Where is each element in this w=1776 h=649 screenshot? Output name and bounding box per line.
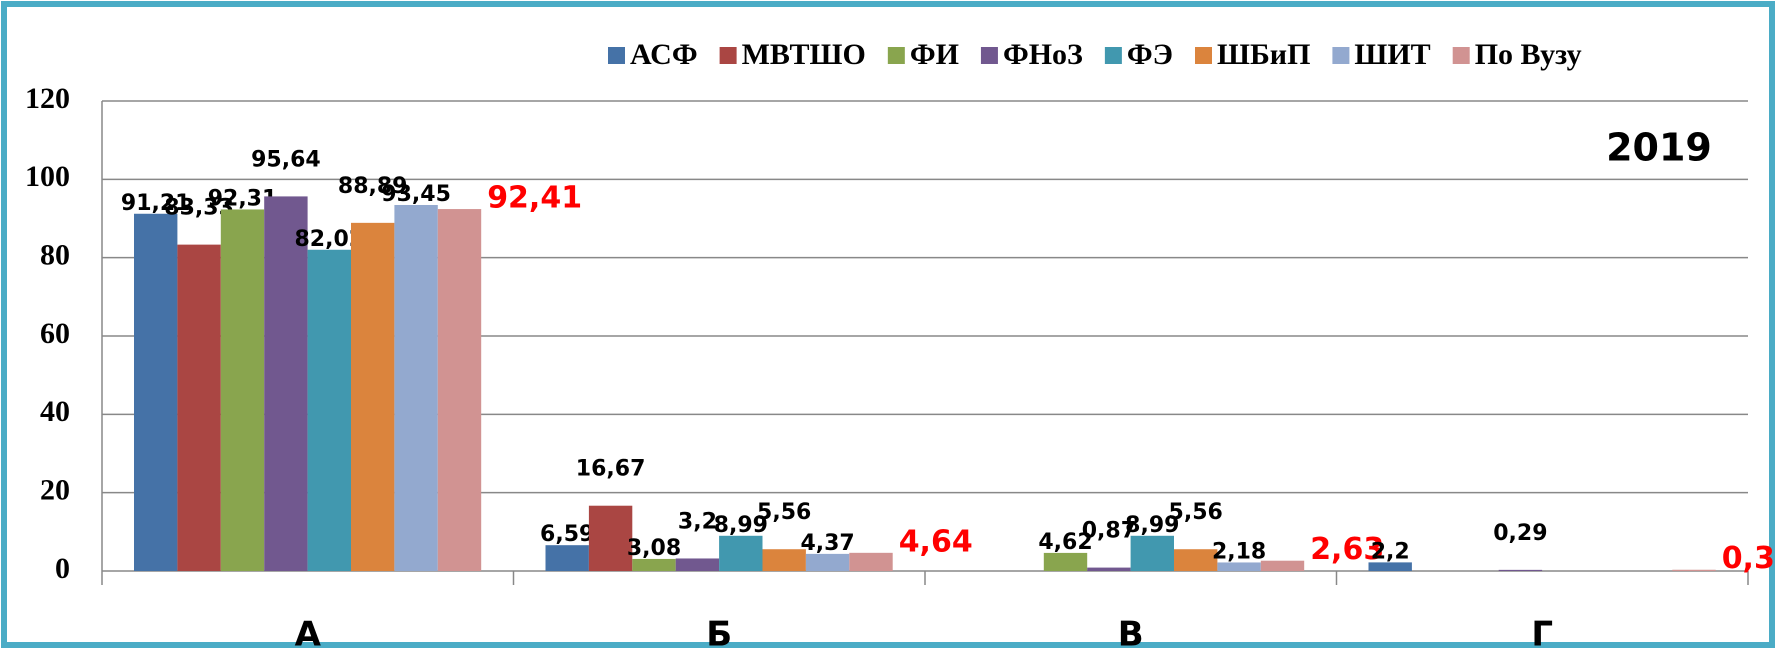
bar bbox=[134, 213, 178, 571]
legend-swatch bbox=[1452, 47, 1470, 64]
legend-label: ФНоЗ bbox=[1003, 38, 1083, 71]
x-tick-label: Б bbox=[706, 615, 732, 649]
legend-label: ШБиП bbox=[1217, 38, 1310, 71]
data-label: 0,29 bbox=[1493, 521, 1547, 546]
legend-swatch bbox=[608, 47, 625, 64]
legend-label: ФЭ bbox=[1127, 38, 1173, 71]
bar bbox=[632, 558, 676, 571]
legend-swatch bbox=[719, 47, 737, 64]
x-tick-label: А bbox=[295, 615, 322, 649]
bar bbox=[1368, 562, 1412, 571]
bar bbox=[1174, 549, 1218, 571]
bar bbox=[719, 535, 763, 571]
data-label: 5,56 bbox=[757, 500, 811, 525]
bar bbox=[177, 244, 221, 572]
legend-label: ФИ bbox=[910, 38, 959, 71]
legend-swatch bbox=[1332, 47, 1350, 64]
bar bbox=[1498, 569, 1543, 571]
y-tick-label: 60 bbox=[40, 317, 70, 350]
data-label: 91,21 bbox=[121, 191, 191, 216]
bar bbox=[437, 209, 482, 571]
bar bbox=[394, 204, 438, 572]
data-label: 93,45 bbox=[381, 182, 451, 207]
legend-swatch bbox=[887, 47, 905, 64]
bar bbox=[805, 553, 850, 571]
legend-label: По Вузу bbox=[1475, 38, 1582, 71]
data-label: 8,99 bbox=[714, 513, 768, 538]
bar bbox=[220, 209, 265, 571]
data-label: 8,99 bbox=[1125, 513, 1179, 538]
bar bbox=[1260, 560, 1305, 571]
legend-swatch bbox=[980, 47, 998, 64]
legend-label: АСФ bbox=[630, 38, 698, 71]
data-label: 88,89 bbox=[338, 174, 408, 199]
data-label: 3,2 bbox=[678, 509, 717, 534]
data-label: 95,64 bbox=[251, 147, 321, 172]
bar bbox=[264, 196, 308, 571]
bar bbox=[1087, 567, 1131, 571]
bar bbox=[1217, 562, 1261, 571]
bar bbox=[1672, 569, 1716, 571]
legend-swatch bbox=[1195, 47, 1212, 64]
y-tick-label: 40 bbox=[40, 395, 70, 428]
legend-swatch bbox=[1104, 47, 1122, 64]
y-tick-label: 100 bbox=[25, 160, 70, 193]
bar bbox=[675, 558, 720, 571]
legend-label: МВТШО bbox=[742, 38, 866, 71]
y-tick-label: 20 bbox=[40, 474, 70, 507]
data-label: 4,64 bbox=[899, 524, 973, 559]
data-label: 2,2 bbox=[1371, 539, 1410, 564]
data-label: 3,08 bbox=[627, 536, 681, 561]
x-tick-label: В bbox=[1118, 615, 1144, 649]
bar bbox=[762, 549, 806, 571]
bar bbox=[1043, 552, 1088, 571]
legend-label: ШИТ bbox=[1354, 38, 1430, 71]
data-label: 0,87 bbox=[1082, 519, 1136, 544]
data-label: 4,62 bbox=[1038, 530, 1092, 555]
bar bbox=[849, 552, 893, 571]
chart-title: 2019 bbox=[1606, 126, 1712, 170]
bar bbox=[1130, 535, 1174, 571]
y-tick-label: 120 bbox=[25, 82, 70, 115]
data-label: 4,37 bbox=[800, 531, 854, 556]
data-label: 0,32 bbox=[1722, 541, 1776, 576]
data-label: 2,63 bbox=[1310, 532, 1384, 567]
bar bbox=[545, 545, 589, 571]
bar bbox=[351, 222, 395, 571]
data-label: 5,56 bbox=[1169, 500, 1223, 525]
data-label: 6,59 bbox=[540, 522, 594, 547]
x-tick-label: Г bbox=[1531, 615, 1553, 649]
data-label: 16,67 bbox=[576, 457, 646, 482]
bar bbox=[307, 249, 351, 571]
y-tick-label: 0 bbox=[55, 552, 70, 585]
data-label: 92,41 bbox=[487, 181, 582, 216]
bar bbox=[588, 505, 633, 571]
data-label: 2,18 bbox=[1212, 539, 1266, 564]
y-tick-label: 80 bbox=[40, 239, 70, 272]
